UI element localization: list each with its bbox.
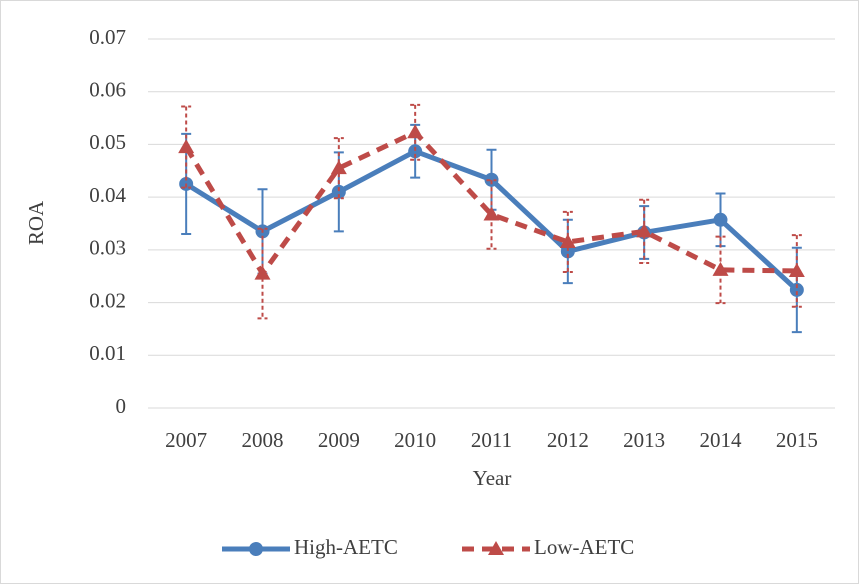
data-point	[408, 144, 423, 159]
x-tick-label: 2015	[776, 428, 818, 452]
data-point	[484, 172, 499, 187]
y-tick-label: 0.02	[89, 288, 126, 312]
error-bar	[410, 103, 421, 161]
data-point	[331, 184, 346, 199]
x-tick-label: 2014	[700, 428, 743, 452]
x-tick-label: 2012	[547, 428, 589, 452]
y-tick-label: 0	[116, 394, 127, 418]
data-point	[713, 212, 728, 227]
x-tick-label: 2007	[165, 428, 207, 452]
y-tick-label: 0.03	[89, 236, 126, 260]
data-point	[636, 223, 653, 238]
data-point	[330, 160, 347, 175]
data-point	[178, 139, 195, 154]
error-bar	[486, 179, 497, 250]
data-point	[789, 282, 804, 297]
data-point	[712, 261, 729, 276]
y-tick-label: 0.05	[89, 130, 126, 154]
error-bar	[715, 235, 726, 305]
data-point	[788, 262, 805, 277]
y-tick-label: 0.04	[89, 183, 126, 207]
data-point	[407, 124, 424, 139]
data-point	[559, 233, 576, 248]
y-tick-label: 0.06	[89, 78, 126, 102]
y-axis-label: ROA	[24, 200, 48, 245]
x-axis-label: Year	[473, 466, 512, 490]
x-tick-label: 2008	[242, 428, 284, 452]
legend-marker	[249, 542, 263, 556]
legend-label: High-AETC	[294, 535, 398, 559]
x-tick-label: 2010	[394, 428, 436, 452]
legend-marker	[488, 541, 504, 555]
x-tick-label: 2009	[318, 428, 360, 452]
data-point	[483, 206, 500, 221]
x-tick-label: 2013	[623, 428, 665, 452]
legend-label: Low-AETC	[534, 535, 634, 559]
y-tick-label: 0.01	[89, 341, 126, 365]
y-tick-label: 0.07	[89, 25, 126, 49]
x-tick-label: 2011	[471, 428, 512, 452]
error-bar	[181, 105, 192, 189]
series-line	[184, 129, 797, 277]
data-point	[254, 265, 271, 280]
